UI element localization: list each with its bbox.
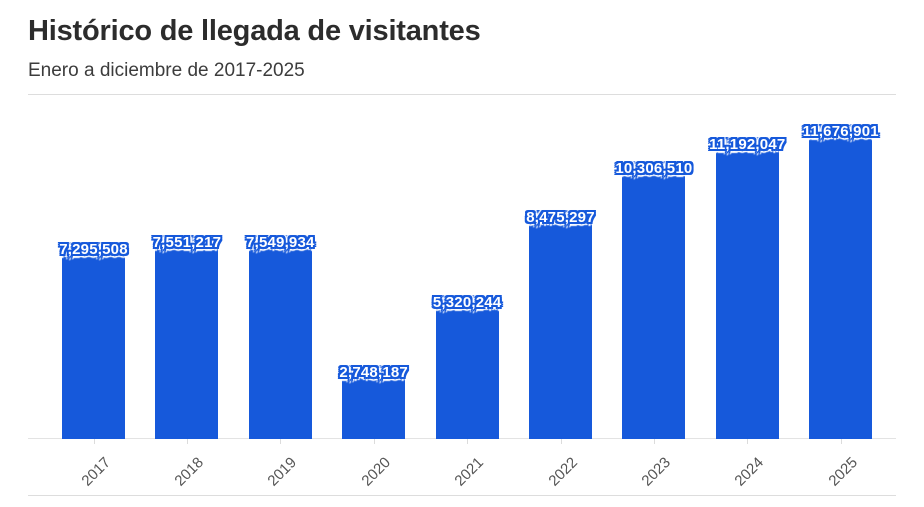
header-divider — [28, 94, 896, 96]
x-axis-label-2021: 2021 — [451, 454, 488, 490]
bar-2024[interactable] — [715, 137, 779, 440]
chart-subtitle: Enero a diciembre de 2017-2025 — [28, 60, 305, 82]
x-axis-label-2018: 2018 — [171, 454, 207, 490]
x-axis-tick-2020 — [373, 439, 375, 445]
x-axis-label-2023: 2023 — [638, 454, 674, 490]
bar-2022[interactable] — [529, 210, 592, 440]
x-axis-tick-2017 — [93, 439, 95, 445]
bar-2021[interactable] — [435, 295, 499, 440]
bar-value-label-2020: 2,748,187 — [339, 364, 408, 382]
footer-divider — [28, 495, 896, 497]
x-axis-label-2020: 2020 — [358, 454, 394, 490]
x-axis-tick-2021 — [467, 439, 469, 445]
x-axis-label-2024: 2024 — [731, 454, 768, 490]
x-axis-tick-2025 — [840, 439, 842, 445]
x-axis-tick-2018 — [186, 439, 188, 445]
x-axis-tick-2019 — [280, 439, 282, 445]
bar-2025[interactable] — [809, 124, 873, 440]
bar-value-label-2022: 8,475,297 — [526, 209, 595, 227]
x-axis-label-2017: 2017 — [77, 454, 114, 490]
bar-value-label-2025: 11,676,901 — [802, 123, 879, 141]
bar-2020[interactable] — [342, 365, 406, 440]
bar-chart-plot-area: 7,295,508 2017 7,551,217 2018 7,549,934 2019 2… — [28, 100, 896, 490]
bar-2018[interactable] — [155, 235, 219, 440]
x-axis-label-2019: 2019 — [264, 454, 301, 490]
bar-2023[interactable] — [622, 161, 686, 440]
bar-value-label-2024: 11,192,047 — [709, 136, 786, 154]
x-axis-tick-2022 — [560, 439, 562, 445]
x-axis-label-2022: 2022 — [544, 454, 581, 490]
bar-2019[interactable] — [248, 235, 312, 440]
x-axis-label-2025: 2025 — [825, 454, 861, 490]
chart-title: Histórico de llegada de visitantes — [28, 15, 481, 47]
bar-value-label-2023: 10,306,510 — [615, 160, 693, 178]
x-axis-tick-2023 — [653, 439, 655, 445]
bar-value-label-2017: 7,295,508 — [59, 241, 128, 259]
x-axis-tick-2024 — [747, 439, 749, 445]
bar-value-label-2018: 7,551,217 — [152, 234, 222, 252]
bar-2017[interactable] — [62, 242, 125, 440]
bar-value-label-2019: 7,549,934 — [246, 234, 315, 252]
bar-value-label-2021: 5,320,244 — [432, 294, 502, 312]
